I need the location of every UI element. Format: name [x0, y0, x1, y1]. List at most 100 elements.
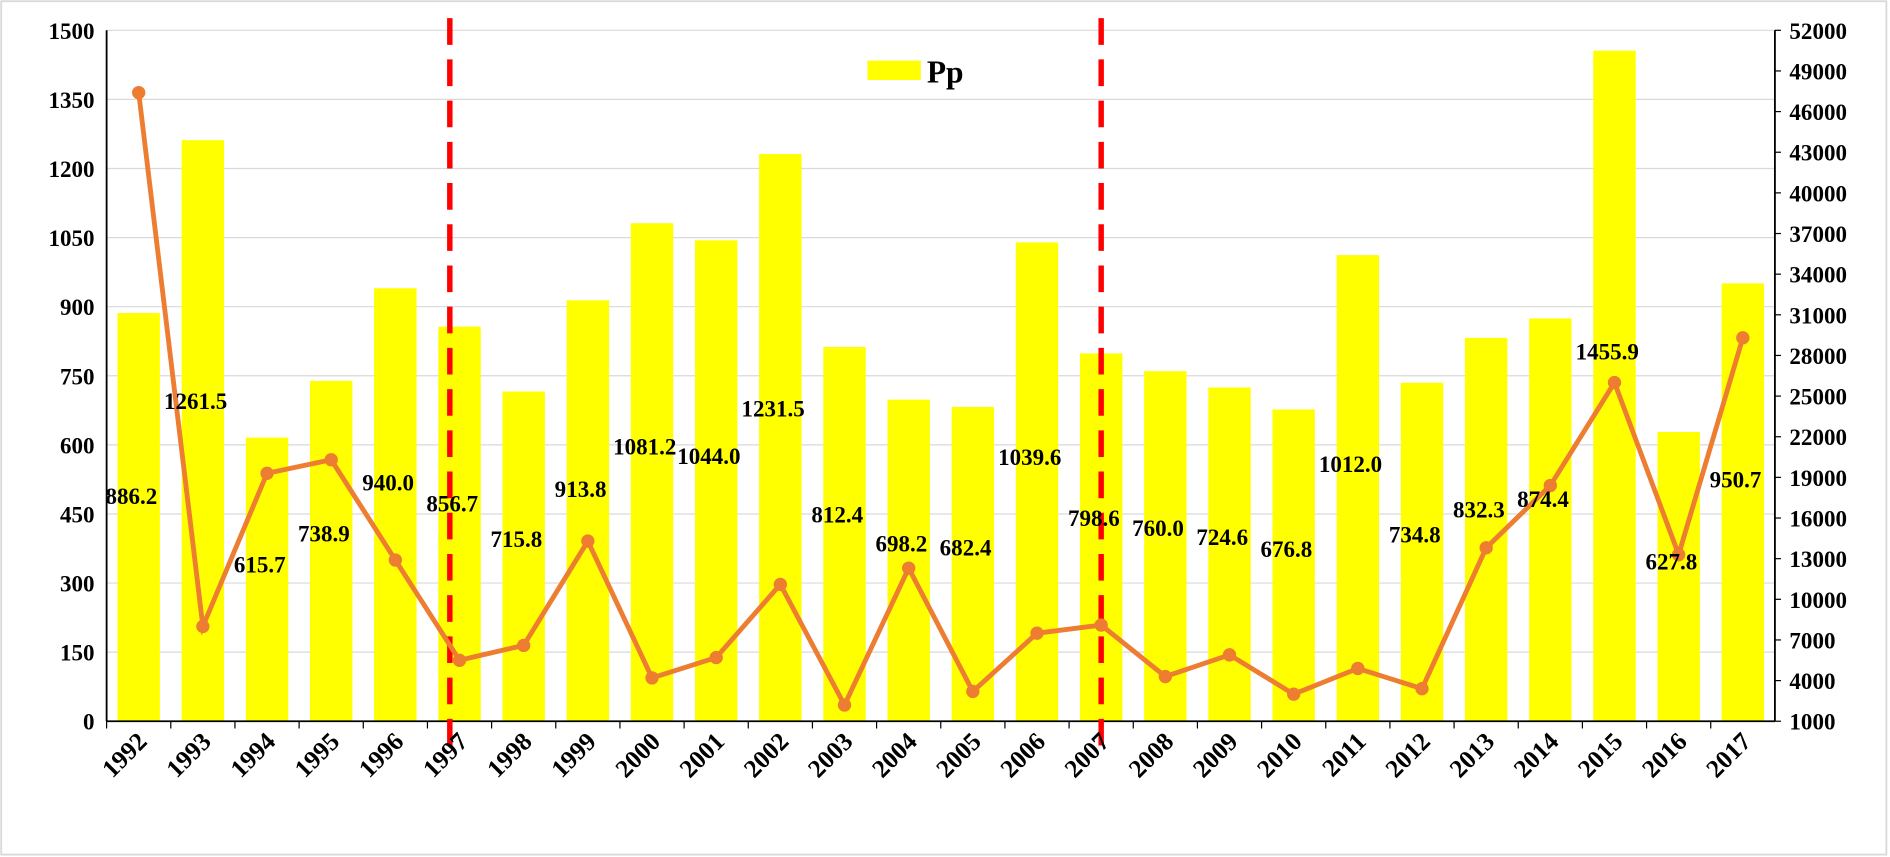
line-point [1287, 687, 1301, 701]
y2-tick-label: 13000 [1789, 546, 1847, 572]
data-label: 734.8 [1389, 521, 1441, 547]
y2-tick-label: 37000 [1789, 221, 1847, 247]
bar [630, 223, 674, 722]
bar [759, 153, 802, 722]
y2-tick-label: 49000 [1789, 58, 1847, 84]
line-point [132, 85, 146, 100]
data-label: 1261.5 [164, 388, 227, 414]
data-label: 812.4 [811, 502, 863, 528]
line-point [1671, 547, 1686, 562]
data-label: 940.0 [362, 469, 414, 495]
y2-tick-label: 7000 [1789, 627, 1835, 653]
bar [1144, 371, 1187, 722]
data-label: 715.8 [491, 526, 543, 552]
line-point [517, 638, 531, 653]
y-tick-label: 450 [60, 501, 95, 527]
line-point [452, 653, 467, 667]
data-label: 615.7 [234, 552, 286, 578]
data-label: 950.7 [1710, 467, 1762, 493]
y-tick-label: 1200 [48, 156, 94, 182]
bar [1272, 409, 1315, 722]
bar [823, 347, 866, 722]
data-label: 682.4 [940, 535, 992, 561]
data-label: 886.2 [106, 483, 158, 509]
y2-tick-label: 25000 [1789, 384, 1847, 410]
data-label: 1081.2 [613, 434, 676, 460]
data-label: 676.8 [1261, 536, 1313, 562]
data-label: 760.0 [1132, 515, 1184, 541]
y2-tick-label: 52000 [1789, 18, 1847, 44]
data-label: 1044.0 [677, 443, 740, 469]
y-tick-label: 750 [60, 363, 95, 389]
line-point [773, 577, 788, 592]
bar [309, 380, 353, 722]
bar [1336, 255, 1380, 722]
data-label: 738.9 [298, 520, 350, 546]
data-label: 1231.5 [741, 396, 804, 422]
y-tick-label: 1350 [48, 87, 94, 113]
y-tick-label: 600 [60, 432, 95, 458]
y-tick-label: 0 [83, 709, 95, 735]
line-point [1415, 682, 1429, 696]
line-point [388, 553, 403, 567]
bar [1721, 283, 1765, 722]
data-label: 1039.6 [998, 444, 1061, 470]
y2-tick-label: 22000 [1789, 424, 1847, 450]
line-point [1736, 331, 1750, 345]
y-tick-label: 1500 [48, 18, 94, 44]
bar [245, 437, 289, 722]
legend-label: Pp [927, 54, 964, 89]
line-point [1543, 478, 1557, 493]
line-point [645, 671, 659, 685]
bar [951, 406, 995, 722]
line-point [1351, 661, 1365, 676]
line-point [1479, 541, 1493, 555]
bar [1015, 242, 1059, 722]
bar [1464, 337, 1508, 722]
line-point [260, 466, 274, 480]
line-point [837, 698, 852, 712]
y2-tick-label: 34000 [1789, 262, 1847, 288]
bar [694, 240, 738, 722]
bar [1529, 318, 1572, 722]
line-point [709, 650, 723, 665]
y2-tick-label: 4000 [1789, 668, 1835, 694]
bar [502, 391, 545, 722]
line [136, 92, 1746, 711]
y2-tick-label: 19000 [1789, 465, 1847, 491]
line-point [1607, 375, 1622, 390]
line-point [966, 684, 980, 699]
data-label: 1012.0 [1319, 451, 1382, 477]
data-label: 874.4 [1517, 486, 1569, 512]
y2-tick-label: 28000 [1789, 343, 1847, 369]
line-point [324, 453, 338, 467]
bar [117, 313, 160, 722]
y2-tick-label: 46000 [1789, 99, 1847, 125]
bar [181, 140, 225, 722]
bar [1208, 387, 1251, 722]
bar [1657, 432, 1700, 722]
data-label: 913.8 [555, 476, 607, 502]
y2-tick-label: 1000 [1789, 709, 1835, 735]
line-point [196, 619, 210, 634]
data-label: 724.6 [1196, 524, 1248, 550]
line-point [581, 534, 595, 548]
y2-tick-label: 16000 [1789, 506, 1847, 532]
bar [374, 288, 417, 722]
data-label: 627.8 [1645, 548, 1697, 574]
y-tick-label: 900 [60, 294, 95, 320]
bar [1400, 382, 1444, 722]
line-point [1222, 648, 1237, 662]
line-point [902, 561, 916, 575]
data-label: 798.6 [1068, 505, 1120, 531]
y-tick-label: 1050 [48, 225, 94, 251]
y2-tick-label: 31000 [1789, 302, 1847, 328]
data-label: 698.2 [876, 531, 928, 557]
y2-tick-label: 40000 [1789, 180, 1847, 206]
legend-swatch [867, 60, 921, 81]
y-tick-label: 150 [60, 640, 95, 666]
y2-tick-label: 43000 [1789, 140, 1847, 166]
y2-tick-label: 10000 [1789, 587, 1847, 613]
line-point [1094, 618, 1108, 632]
